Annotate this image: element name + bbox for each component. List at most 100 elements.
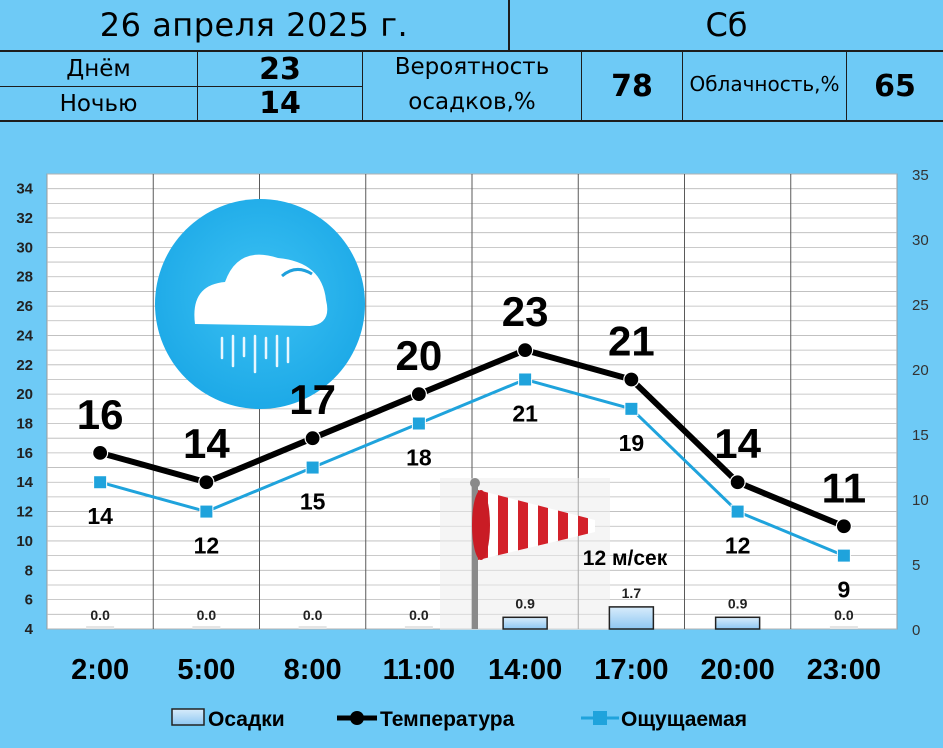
feels-like-marker — [730, 504, 745, 519]
legend-label-feels: Ощущаемая — [621, 708, 747, 731]
feels-like-label: 12 — [194, 533, 220, 559]
precip-bar — [192, 626, 221, 629]
temperature-label: 14 — [714, 420, 761, 467]
precip-bar — [714, 616, 761, 630]
precip-label: 0.0 — [90, 607, 110, 623]
temperature-marker — [835, 518, 852, 535]
left-axis-tick: 22 — [16, 357, 33, 374]
left-axis-tick: 24 — [16, 327, 33, 344]
x-axis-tick: 14:00 — [488, 654, 562, 686]
feels-like-marker — [93, 475, 108, 490]
precip-bar — [608, 606, 655, 630]
temperature-marker — [410, 386, 427, 403]
precip-prob-label-line1: Вероятность — [394, 54, 550, 80]
precip-label: 0.9 — [728, 595, 748, 611]
temperature-line — [99, 347, 846, 530]
rain-cloud-icon — [155, 199, 365, 409]
x-axis-tick: 17:00 — [594, 654, 668, 686]
windsock-icon — [440, 478, 610, 630]
feels-like-label: 18 — [406, 445, 432, 471]
x-axis-tick: 11:00 — [383, 654, 456, 686]
precip-label: 0.9 — [515, 595, 535, 611]
left-axis-tick: 8 — [25, 562, 33, 579]
temperature-label: 11 — [822, 464, 866, 511]
precip-bar — [502, 616, 548, 630]
temperature-label: 21 — [608, 317, 655, 364]
feels-like-marker — [624, 401, 639, 416]
right-axis-tick: 35 — [912, 167, 929, 184]
right-axis-tick: 5 — [912, 557, 920, 574]
feels-like-marker — [411, 416, 426, 431]
precip-label: 1.7 — [622, 585, 642, 601]
precip-bar — [86, 626, 115, 629]
legend-swatch-feels-marker — [593, 711, 607, 725]
left-axis-tick: 20 — [16, 386, 33, 403]
legend-swatch-temp-marker — [350, 711, 364, 725]
temperature-label: 17 — [289, 376, 336, 423]
left-axis-tick: 6 — [25, 592, 33, 609]
left-axis-tick: 12 — [16, 504, 33, 521]
x-axis-tick: 5:00 — [177, 654, 235, 686]
cloudiness-label: Облачность,% — [689, 72, 840, 96]
legend-swatch-precip — [171, 708, 205, 726]
precip-bar — [404, 626, 433, 629]
temperature-marker — [623, 371, 640, 388]
night-label: Ночью — [59, 90, 138, 117]
x-axis-tick: 2:00 — [71, 654, 129, 686]
temperature-marker — [198, 474, 215, 491]
left-axis-tick: 34 — [16, 181, 33, 198]
left-axis-tick: 28 — [16, 269, 33, 286]
temperature-marker — [729, 474, 746, 491]
precip-label: 0.0 — [197, 607, 217, 623]
date-title: 26 апреля 2025 г. — [99, 6, 409, 44]
weekday: Сб — [705, 6, 748, 44]
left-axis-tick: 30 — [16, 239, 33, 256]
x-axis-tick: 23:00 — [807, 654, 881, 686]
feels-like-label: 9 — [837, 577, 850, 603]
feels-like-line — [99, 377, 845, 557]
wind-speed-label: 12 м/сек — [583, 547, 668, 570]
temperature-marker — [304, 430, 321, 447]
day-temp-value: 23 — [259, 51, 301, 87]
feels-like-label: 12 — [725, 533, 751, 559]
left-axis-tick: 4 — [25, 621, 34, 638]
feels-like-label: 14 — [87, 503, 113, 529]
left-axis-tick: 26 — [16, 298, 33, 315]
x-axis-tick: 8:00 — [284, 654, 342, 686]
left-axis-tick: 16 — [16, 445, 33, 462]
feels-like-marker — [518, 372, 533, 387]
temperature-label: 14 — [183, 420, 230, 467]
legend-label-precip: Осадки — [208, 708, 285, 731]
feels-like-label: 19 — [619, 430, 645, 456]
precip-bar — [829, 626, 858, 629]
feels-like-label: 21 — [512, 400, 538, 426]
temperature-label: 23 — [502, 288, 549, 335]
feels-like-label: 15 — [300, 489, 326, 515]
feels-like-marker — [836, 548, 851, 563]
right-axis-tick: 10 — [912, 492, 929, 509]
temperature-label: 20 — [396, 332, 443, 379]
precip-label: 0.0 — [409, 607, 429, 623]
precip-label: 0.0 — [303, 607, 323, 623]
temperature-marker — [92, 444, 109, 461]
legend-label-temp: Температура — [380, 708, 515, 731]
left-axis-tick: 18 — [16, 416, 33, 433]
feels-like-marker — [305, 460, 320, 475]
left-axis-tick: 10 — [16, 533, 33, 550]
temperature-label: 16 — [77, 391, 124, 438]
precip-prob-value: 78 — [611, 68, 653, 104]
x-axis-tick: 20:00 — [701, 654, 775, 686]
left-axis-tick: 14 — [16, 474, 33, 491]
precip-label: 0.0 — [834, 607, 854, 623]
weather-chart: 4 6 8 10 12 14 16 18 20 22 24 26 28 30 32 34 0 5 10 15 20 25 3… — [16, 167, 929, 731]
right-axis-tick: 0 — [912, 622, 920, 639]
right-axis-tick: 25 — [912, 297, 929, 314]
legend: Осадки Температура Ощущаемая — [171, 708, 747, 731]
right-axis-tick: 15 — [912, 427, 929, 444]
night-temp-value: 14 — [259, 86, 301, 121]
cloudiness-value: 65 — [874, 68, 916, 104]
header-table: 26 апреля 2025 г. Сб Днём 23 Ночью 14 Ве… — [0, 0, 943, 122]
precip-prob-label-line2: осадков,% — [408, 89, 536, 115]
day-label: Днём — [66, 56, 131, 82]
precip-bar — [298, 626, 327, 629]
